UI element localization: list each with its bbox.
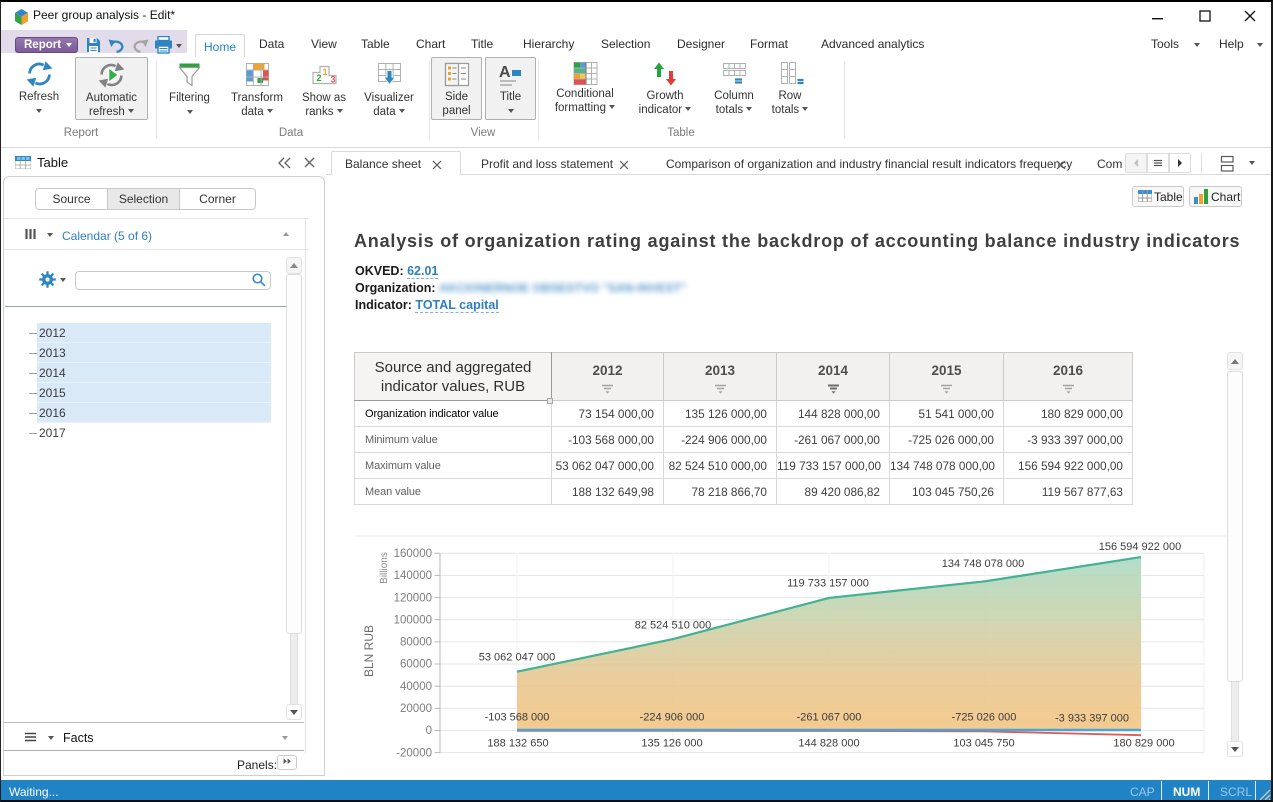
svg-text:BLN RUB: BLN RUB — [362, 625, 376, 677]
svg-text:188 132 650: 188 132 650 — [487, 738, 548, 750]
svg-text:Billions: Billions — [379, 552, 390, 584]
svg-text:120000: 120000 — [394, 592, 432, 604]
svg-text:-3 933 397 000: -3 933 397 000 — [1055, 713, 1129, 725]
svg-text:A: A — [499, 64, 511, 81]
svg-text:-224 906 000: -224 906 000 — [640, 712, 705, 724]
svg-text:156 594 922 000: 156 594 922 000 — [1099, 541, 1182, 553]
svg-text:100000: 100000 — [394, 614, 432, 626]
svg-text:-103 568 000: -103 568 000 — [485, 712, 550, 724]
svg-text:2: 2 — [316, 73, 321, 83]
svg-text:0: 0 — [426, 725, 432, 737]
svg-text:60000: 60000 — [400, 659, 432, 671]
svg-text:-20000: -20000 — [396, 747, 432, 759]
svg-text:134 748 078 000: 134 748 078 000 — [942, 558, 1025, 570]
svg-text:20000: 20000 — [400, 703, 432, 715]
svg-text:103 045 750: 103 045 750 — [953, 738, 1014, 750]
svg-text:3: 3 — [330, 75, 335, 85]
svg-text:144 828 000: 144 828 000 — [798, 738, 859, 750]
svg-text:80000: 80000 — [400, 637, 432, 649]
svg-text:-261 067 000: -261 067 000 — [797, 712, 862, 724]
svg-text:140000: 140000 — [394, 570, 432, 582]
svg-text:160000: 160000 — [394, 548, 432, 560]
svg-text:135 126 000: 135 126 000 — [641, 738, 702, 750]
svg-text:40000: 40000 — [400, 681, 432, 693]
svg-text:1: 1 — [322, 67, 327, 77]
svg-text:119 733 157 000: 119 733 157 000 — [787, 578, 869, 590]
svg-text:53 062 047 000: 53 062 047 000 — [479, 652, 555, 664]
svg-text:-725 026 000: -725 026 000 — [952, 712, 1017, 724]
svg-text:180 829 000: 180 829 000 — [1113, 738, 1174, 750]
svg-text:82 524 510 000: 82 524 510 000 — [635, 620, 711, 632]
